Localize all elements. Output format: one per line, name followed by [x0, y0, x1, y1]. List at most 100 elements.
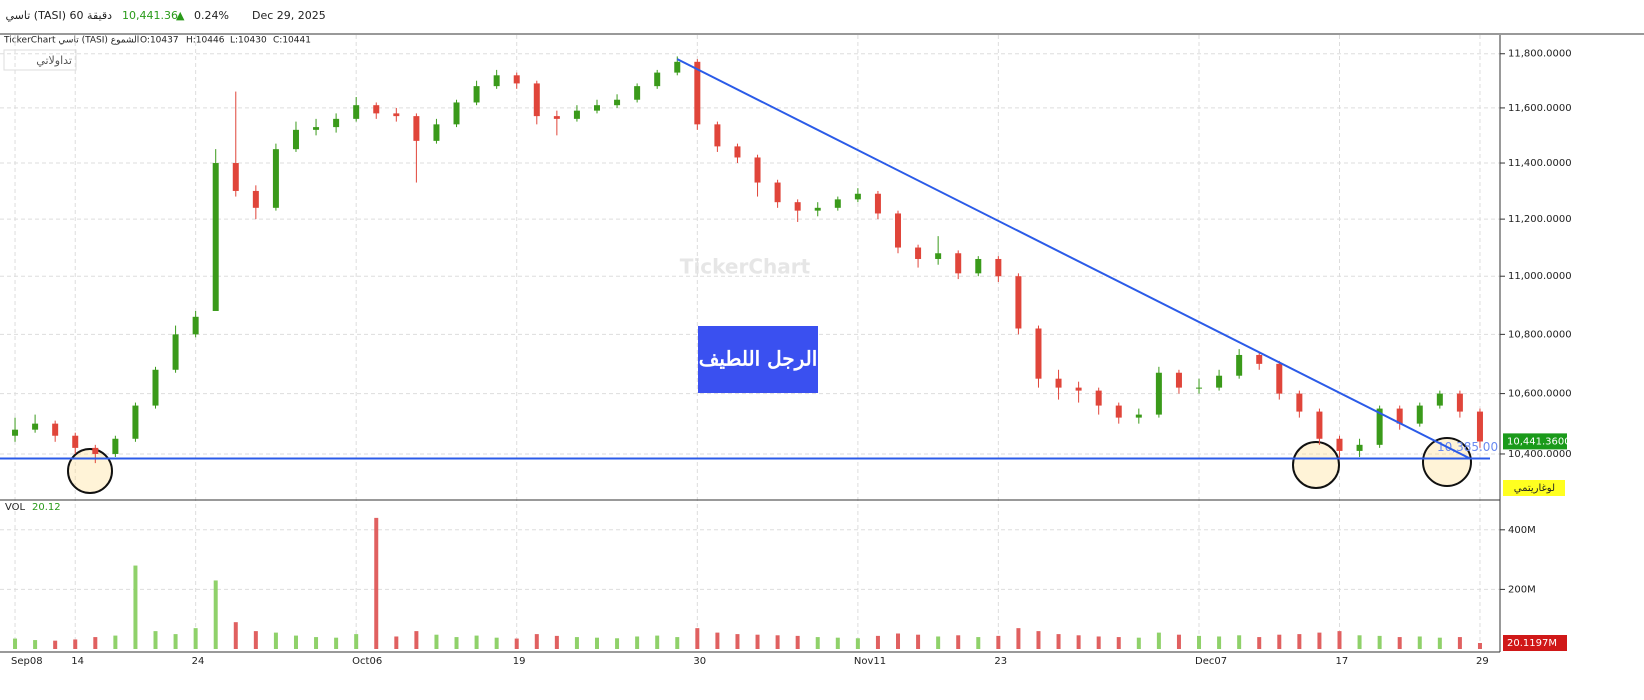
- candle-body: [52, 423, 59, 436]
- volume-bar: [735, 634, 740, 649]
- volume-bar: [334, 637, 339, 649]
- candle-body: [232, 163, 239, 191]
- candle-body: [1356, 444, 1363, 451]
- volume-bar: [273, 632, 278, 649]
- volume-bar: [655, 635, 660, 649]
- candle-body: [614, 99, 621, 106]
- volume-bar: [1457, 637, 1462, 649]
- scale-badge: لوغاريتمي: [1514, 483, 1555, 494]
- last-volume-box: [1503, 635, 1567, 652]
- x-tick-label: 17: [1335, 656, 1348, 667]
- volume-bar: [113, 635, 118, 649]
- volume-bar: [73, 639, 78, 649]
- volume-bar: [314, 637, 319, 649]
- volume-bar: [13, 638, 18, 649]
- candle-body: [513, 75, 520, 84]
- volume-bar: [855, 638, 860, 649]
- candle-body: [533, 83, 540, 117]
- interval: 60 دقيقة: [70, 9, 113, 22]
- candle-body: [734, 146, 741, 158]
- volume-bar: [1197, 635, 1202, 649]
- candle-body: [1256, 354, 1263, 364]
- x-tick-label: 19: [513, 656, 526, 667]
- volume-bar: [1076, 635, 1081, 649]
- x-tick-label: Oct06: [352, 656, 382, 667]
- candle-body: [252, 190, 259, 208]
- volume-bar: [253, 631, 258, 649]
- volume-bar: [193, 628, 198, 649]
- volume-bar: [1437, 637, 1442, 649]
- volume-bar: [1337, 631, 1342, 649]
- candle-body: [1115, 405, 1122, 418]
- volume-bar: [896, 633, 901, 649]
- volume-bar: [1116, 637, 1121, 649]
- volume-bar: [534, 634, 539, 649]
- button[interactable]: [3, 49, 77, 71]
- legend-low: L:10430: [230, 36, 267, 46]
- y-tick-label: 10,800.0000: [1508, 329, 1572, 340]
- candle-body: [1175, 372, 1182, 388]
- candle-body: [413, 116, 420, 141]
- volume-bar: [93, 637, 98, 649]
- volume-bar: [916, 634, 921, 649]
- volume-bar: [956, 635, 961, 649]
- y-tick-label: 10,400.0000: [1508, 449, 1572, 460]
- volume-bar: [554, 635, 559, 649]
- x-tick-label: 14: [71, 656, 84, 667]
- candle-body: [915, 247, 922, 259]
- candle-body: [453, 102, 460, 125]
- candle-body: [32, 423, 39, 430]
- legend-open: O:10437: [140, 36, 179, 46]
- arrow: ▲: [176, 9, 185, 22]
- candle-body: [313, 127, 320, 130]
- candle-body: [854, 193, 861, 200]
- note: الرجل اللطيف: [699, 347, 818, 372]
- volume-bar: [1056, 634, 1061, 649]
- candle-body: [1376, 408, 1383, 445]
- candle-body: [493, 75, 500, 87]
- volume-bar: [434, 634, 439, 649]
- candle-body: [1015, 276, 1022, 329]
- scale-badge-box: [1503, 480, 1565, 496]
- candle-body: [955, 253, 962, 274]
- candle-body: [1396, 408, 1403, 424]
- x-tick-label: 24: [192, 656, 205, 667]
- button-label[interactable]: تداولاتي: [36, 54, 72, 67]
- volume-bar: [1357, 635, 1362, 649]
- volume-bar: [494, 637, 499, 649]
- volume-bar: [1136, 637, 1141, 649]
- legend-name: TickerChart تاسي (TASI) الشموع: [3, 36, 139, 46]
- highlight-circle: [67, 448, 113, 494]
- candle-body: [393, 113, 400, 117]
- volume-bar: [1477, 643, 1482, 649]
- candle-body: [92, 447, 99, 454]
- symbol: تاسي (TASI): [5, 9, 66, 22]
- candle-body: [1135, 414, 1142, 418]
- volume-bar: [1237, 635, 1242, 649]
- candle-body: [1336, 438, 1343, 451]
- candle-body: [634, 86, 641, 100]
- candle-body: [654, 72, 661, 87]
- candle-body: [1436, 393, 1443, 406]
- volume-bar: [1277, 634, 1282, 649]
- volume-bar: [53, 640, 58, 649]
- volume-bar: [594, 637, 599, 649]
- change: 0.24%: [194, 9, 229, 22]
- candle-body: [1416, 405, 1423, 424]
- volume-bar: [1016, 628, 1021, 649]
- header-bar: [0, 0, 1644, 33]
- volume-bar: [1096, 636, 1101, 649]
- volume-bar: [173, 634, 178, 649]
- trendline: [676, 58, 1471, 460]
- date: Dec 29, 2025: [252, 9, 326, 22]
- volume-bar: [675, 637, 680, 649]
- candle-body: [774, 182, 781, 203]
- volume-bar: [574, 637, 579, 649]
- candle-body: [1095, 390, 1102, 406]
- candle-body: [834, 199, 841, 208]
- candle-body: [1456, 393, 1463, 412]
- candle-body: [553, 116, 560, 119]
- candle-body: [794, 202, 801, 211]
- candle-body: [895, 213, 902, 248]
